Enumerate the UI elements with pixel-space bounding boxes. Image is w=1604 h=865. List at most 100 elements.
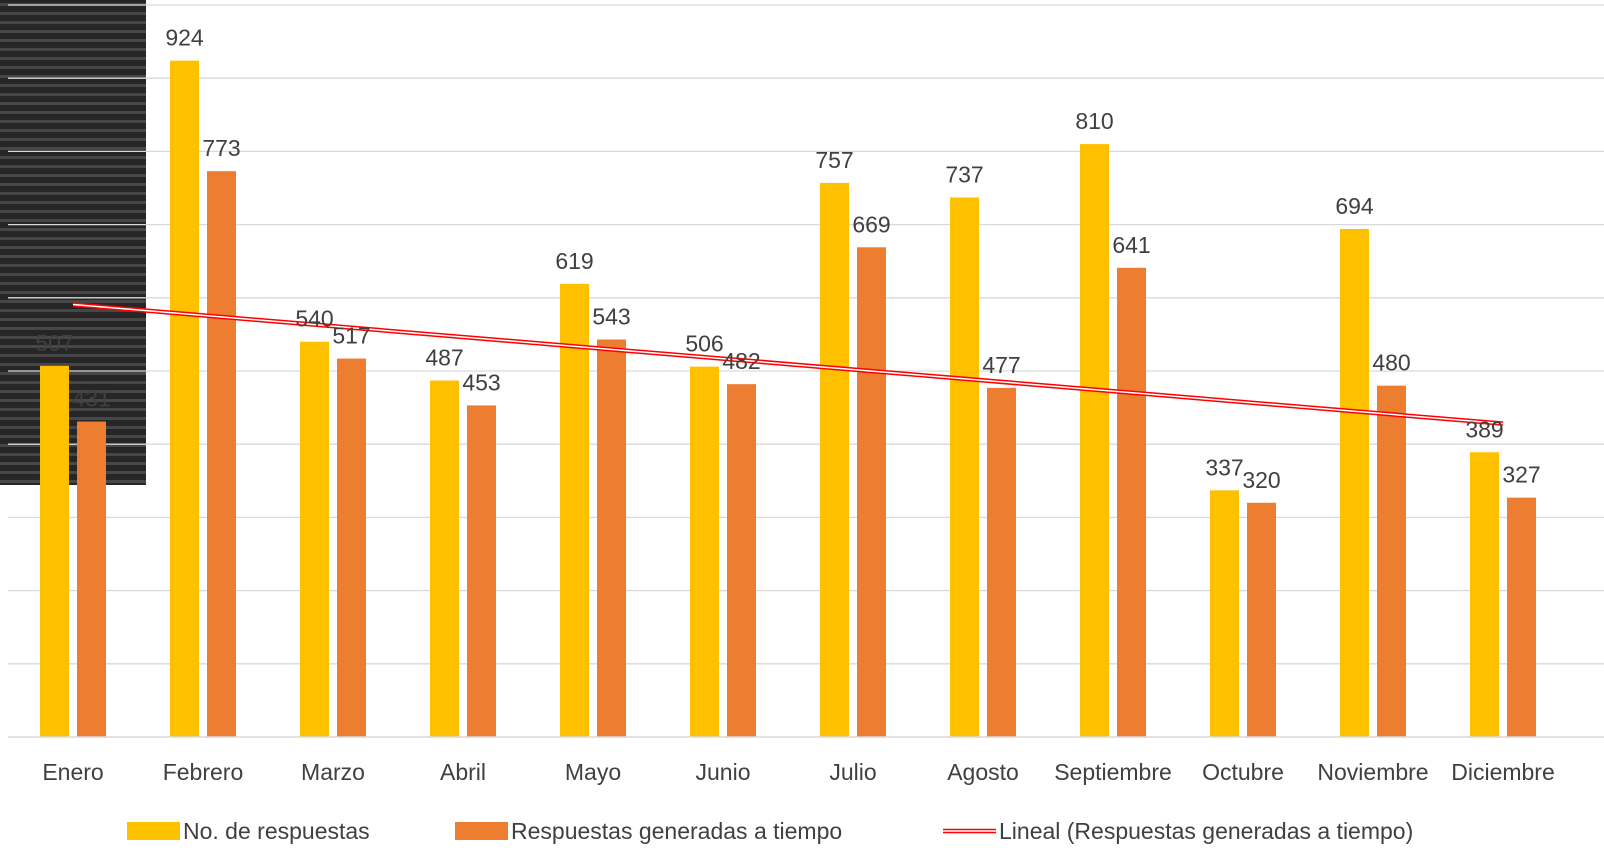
bar-respuestas-a-tiempo <box>597 339 626 737</box>
overlay-stripe <box>0 84 146 87</box>
overlay-stripe <box>0 129 146 132</box>
overlay-stripe <box>0 165 146 168</box>
overlay-stripe <box>0 462 146 465</box>
x-tick-label: Junio <box>696 759 751 785</box>
overlay-stripe <box>0 75 146 78</box>
overlay-stripe <box>0 30 146 33</box>
data-label-no-de-respuestas: 810 <box>1075 108 1113 134</box>
overlay-background <box>0 0 146 485</box>
overlay-stripe <box>0 282 146 285</box>
overlay-stripe <box>0 273 146 276</box>
overlay-stripe <box>0 435 146 438</box>
bar-respuestas-a-tiempo <box>337 358 366 737</box>
overlay-stripe <box>0 120 146 123</box>
data-label-respuestas-a-tiempo: 543 <box>592 304 630 330</box>
data-label-respuestas-a-tiempo: 773 <box>202 135 240 161</box>
overlay-stripe <box>0 246 146 249</box>
overlay-stripe <box>0 408 146 411</box>
overlay-stripe <box>0 255 146 258</box>
x-tick-label: Marzo <box>301 759 365 785</box>
legend-swatch-respuestas-a-tiempo <box>455 822 508 840</box>
bar-respuestas-a-tiempo <box>1247 502 1276 737</box>
gridlines <box>8 4 1604 665</box>
overlay-stripe <box>0 39 146 42</box>
overlay-stripe <box>0 219 146 222</box>
overlay-stripe <box>0 417 146 420</box>
bar-no-de-respuestas <box>430 380 459 737</box>
legend-label-respuestas-a-tiempo: Respuestas generadas a tiempo <box>511 818 842 844</box>
overlay-stripe <box>0 93 146 96</box>
data-label-no-de-respuestas: 540 <box>295 306 333 332</box>
overlay-stripe <box>0 156 146 159</box>
bar-respuestas-a-tiempo <box>77 421 106 737</box>
overlay-stripe <box>0 399 146 402</box>
bar-respuestas-a-tiempo <box>1507 497 1536 737</box>
data-label-respuestas-a-tiempo: 477 <box>982 352 1020 378</box>
data-label-respuestas-a-tiempo: 641 <box>1112 232 1150 258</box>
overlay-stripe <box>0 453 146 456</box>
bar-no-de-respuestas <box>690 366 719 737</box>
legend-swatch-no-de-respuestas <box>127 822 180 840</box>
overlay-stripe <box>0 363 146 366</box>
data-label-no-de-respuestas: 337 <box>1205 454 1243 480</box>
overlay-stripe <box>0 327 146 330</box>
data-label-respuestas-a-tiempo: 431 <box>72 386 110 412</box>
bar-respuestas-a-tiempo <box>1377 385 1406 737</box>
legend-label-trendline: Lineal (Respuestas generadas a tiempo) <box>999 818 1413 844</box>
overlay-stripe <box>0 174 146 177</box>
overlay-stripe <box>0 318 146 321</box>
data-label-respuestas-a-tiempo: 517 <box>332 323 370 349</box>
overlay-stripe <box>0 138 146 141</box>
data-label-no-de-respuestas: 506 <box>685 331 723 357</box>
overlay-stripe <box>0 228 146 231</box>
overlay-stripe <box>0 66 146 69</box>
x-tick-label: Octubre <box>1202 759 1284 785</box>
overlay-stripe <box>0 426 146 429</box>
x-tick-label: Noviembre <box>1317 759 1428 785</box>
x-tick-label: Agosto <box>947 759 1019 785</box>
overlay-stripe <box>0 381 146 384</box>
data-label-respuestas-a-tiempo: 669 <box>852 211 890 237</box>
bar-no-de-respuestas <box>950 197 979 738</box>
bar-no-de-respuestas <box>1340 228 1369 737</box>
overlay-stripe <box>0 57 146 60</box>
legend: No. de respuestas Respuestas generadas a … <box>127 818 1413 844</box>
bar-no-de-respuestas <box>1210 490 1239 737</box>
overlay-stripe <box>0 201 146 204</box>
data-label-respuestas-a-tiempo: 453 <box>462 369 500 395</box>
x-tick-label: Diciembre <box>1451 759 1555 785</box>
x-axis: Enero Febrero Marzo Abril Mayo Junio Julio Agos… <box>8 736 1604 785</box>
data-label-respuestas-a-tiempo: 480 <box>1372 350 1410 376</box>
x-tick-label: Septiembre <box>1054 759 1172 785</box>
x-tick-label: Febrero <box>163 759 244 785</box>
overlay-stripe <box>0 12 146 15</box>
data-label-no-de-respuestas: 619 <box>555 248 593 274</box>
bar-no-de-respuestas <box>300 341 329 737</box>
overlay-stripe <box>0 444 146 447</box>
legend-label-no-de-respuestas: No. de respuestas <box>183 818 370 844</box>
data-label-no-de-respuestas: 487 <box>425 345 463 371</box>
data-label-respuestas-a-tiempo: 320 <box>1242 467 1280 493</box>
x-tick-label: Abril <box>440 759 486 785</box>
overlay-stripe <box>0 291 146 294</box>
x-tick-label: Enero <box>42 759 103 785</box>
overlay-stripe <box>0 390 146 393</box>
bar-no-de-respuestas <box>170 60 199 737</box>
data-label-respuestas-a-tiempo: 482 <box>722 348 760 374</box>
data-label-no-de-respuestas: 757 <box>815 147 853 173</box>
bar-no-de-respuestas <box>1470 452 1499 737</box>
overlay-stripe <box>0 183 146 186</box>
overlay-stripe <box>0 264 146 267</box>
overlay-stripe <box>0 111 146 114</box>
overlay-stripe <box>0 237 146 240</box>
bar-respuestas-a-tiempo <box>1117 267 1146 737</box>
data-label-no-de-respuestas: 924 <box>165 25 204 51</box>
overlay-stripe <box>0 147 146 150</box>
data-label-respuestas-a-tiempo: 327 <box>1502 462 1540 488</box>
data-label-no-de-respuestas: 737 <box>945 162 983 188</box>
data-label-no-de-respuestas: 694 <box>1335 193 1374 219</box>
data-label-no-de-respuestas: 507 <box>35 330 73 356</box>
overlay-stripe <box>0 210 146 213</box>
